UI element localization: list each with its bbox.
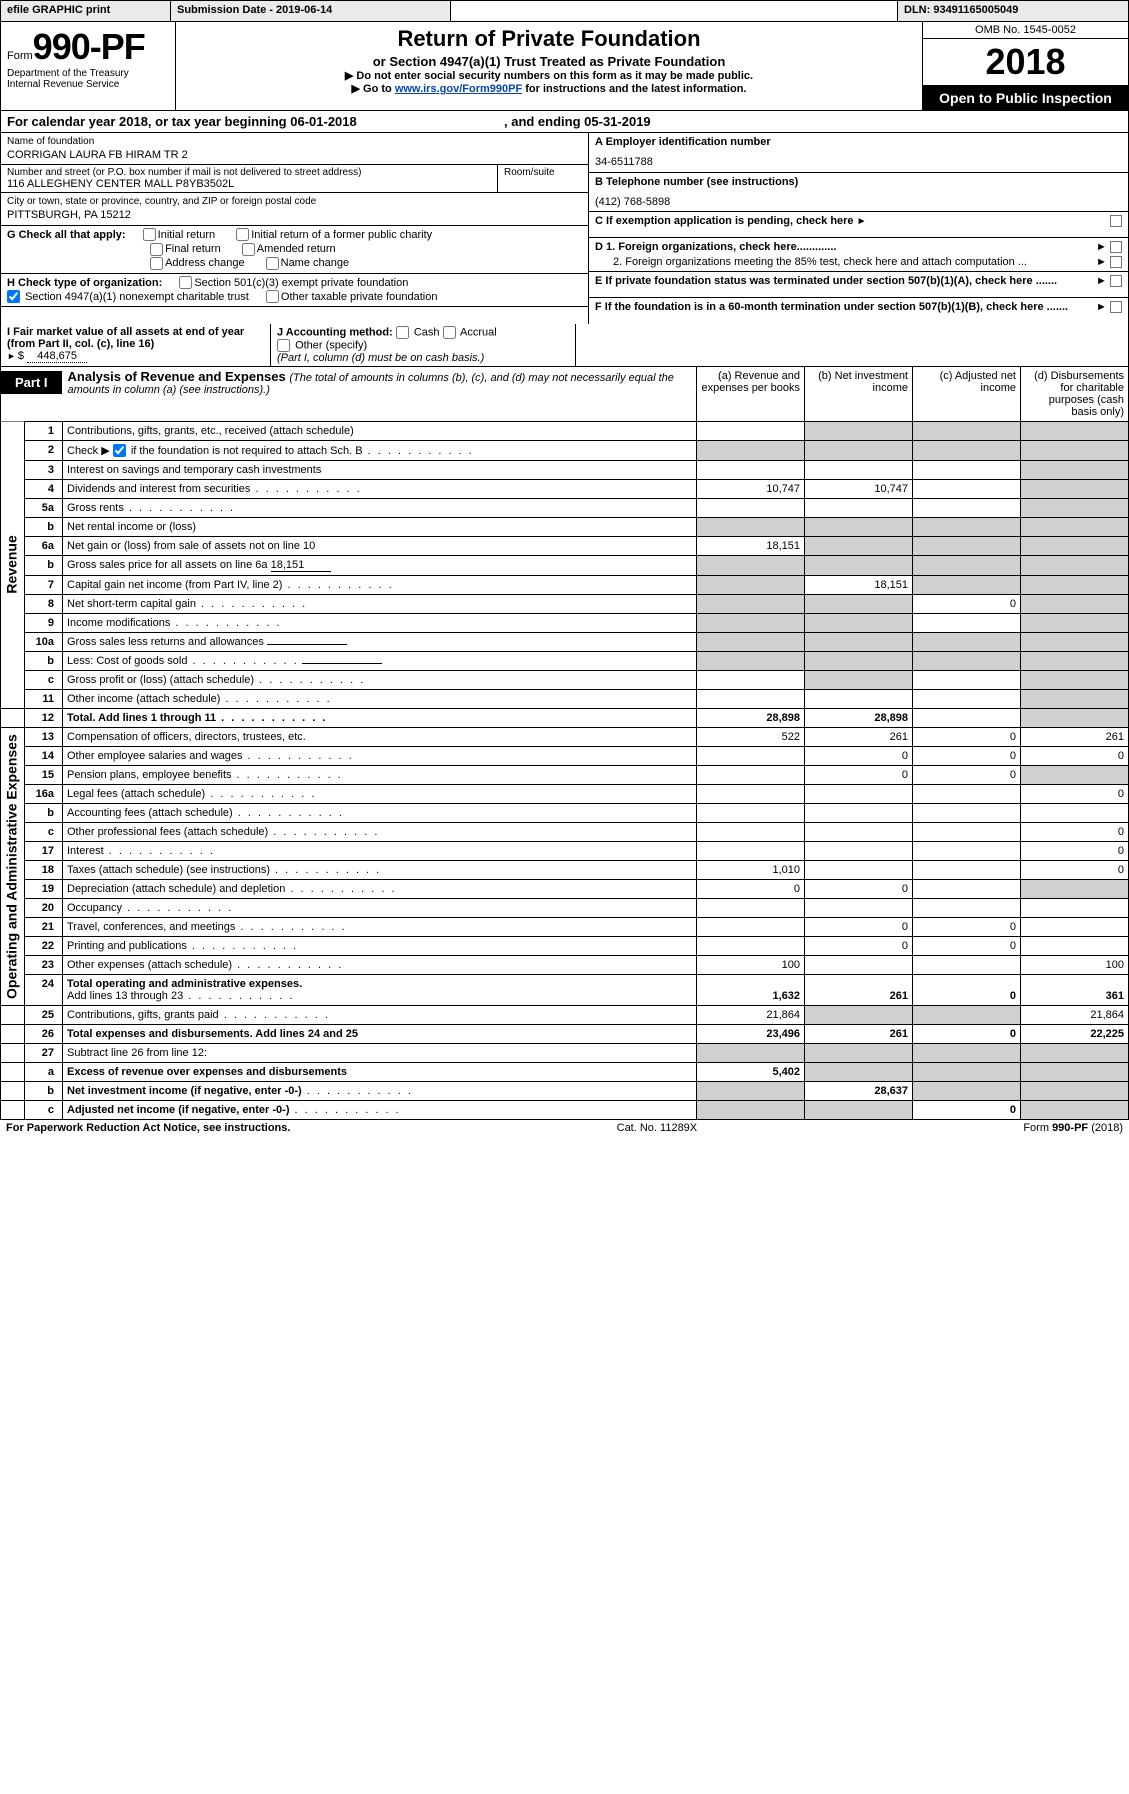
year-block: OMB No. 1545-0052 2018 Open to Public In…: [923, 22, 1128, 110]
form-title: Return of Private Foundation: [182, 26, 916, 52]
h-check-row: H Check type of organization: Section 50…: [1, 274, 588, 308]
e-terminated: E If private foundation status was termi…: [589, 272, 1128, 298]
fmv-accounting-row: I Fair market value of all assets at end…: [0, 324, 1129, 367]
d-foreign: D 1. Foreign organizations, check here..…: [589, 238, 1128, 272]
foundation-name-cell: Name of foundation CORRIGAN LAURA FB HIR…: [1, 133, 588, 165]
submission-date: Submission Date - 2019-06-14: [171, 1, 451, 21]
j-other[interactable]: [277, 339, 290, 352]
omb-number: OMB No. 1545-0052: [923, 22, 1128, 39]
col-c-header: (c) Adjusted net income: [913, 367, 1021, 422]
col-a-header: (a) Revenue and expenses per books: [697, 367, 805, 422]
h-4947a1[interactable]: [7, 290, 20, 303]
dln: DLN: 93491165005049: [898, 1, 1128, 21]
entity-info: Name of foundation CORRIGAN LAURA FB HIR…: [0, 133, 1129, 324]
j-accounting: J Accounting method: Cash Accrual Other …: [271, 324, 576, 366]
d2-checkbox[interactable]: [1110, 256, 1122, 268]
col-d-header: (d) Disbursements for charitable purpose…: [1021, 367, 1129, 422]
g-final[interactable]: [150, 243, 163, 256]
f-checkbox[interactable]: [1110, 301, 1122, 313]
f-60month: F If the foundation is in a 60-month ter…: [589, 298, 1128, 324]
page-footer: For Paperwork Reduction Act Notice, see …: [0, 1120, 1129, 1136]
g-initial-return[interactable]: [143, 228, 156, 241]
h-other-taxable[interactable]: [266, 290, 279, 303]
efile-label: efile GRAPHIC print: [1, 1, 171, 21]
g-amended[interactable]: [242, 243, 255, 256]
h-501c3[interactable]: [179, 276, 192, 289]
col-b-header: (b) Net investment income: [805, 367, 913, 422]
part1-table: Part I Analysis of Revenue and Expenses …: [0, 367, 1129, 1121]
revenue-side-label: Revenue: [1, 421, 25, 709]
c-exemption: C If exemption application is pending, c…: [589, 212, 1128, 238]
tax-year: 2018: [923, 39, 1128, 86]
part1-label: Part I: [1, 371, 62, 394]
open-to-public: Open to Public Inspection: [923, 86, 1128, 110]
calendar-year-line: For calendar year 2018, or tax year begi…: [0, 111, 1129, 133]
g-name-change[interactable]: [266, 257, 279, 270]
form-id-block: Form990-PF Department of the Treasury In…: [1, 22, 176, 110]
address-row: Number and street (or P.O. box number if…: [1, 165, 588, 193]
ein-cell: A Employer identification number 34-6511…: [589, 133, 1128, 173]
phone-cell: B Telephone number (see instructions) (4…: [589, 173, 1128, 213]
j-cash[interactable]: [396, 326, 409, 339]
instructions-link[interactable]: www.irs.gov/Form990PF: [395, 83, 522, 95]
e-checkbox[interactable]: [1110, 275, 1122, 287]
c-checkbox[interactable]: [1110, 215, 1122, 227]
g-check-row: G Check all that apply: Initial return I…: [1, 226, 588, 274]
form-header: Form990-PF Department of the Treasury In…: [0, 22, 1129, 111]
sch-b-checkbox[interactable]: [113, 444, 126, 457]
g-address-change[interactable]: [150, 257, 163, 270]
d1-checkbox[interactable]: [1110, 241, 1122, 253]
topbar: efile GRAPHIC print Submission Date - 20…: [0, 0, 1129, 22]
j-accrual[interactable]: [443, 326, 456, 339]
g-initial-former[interactable]: [236, 228, 249, 241]
i-fmv: I Fair market value of all assets at end…: [1, 324, 271, 366]
city-cell: City or town, state or province, country…: [1, 193, 588, 225]
opex-side-label: Operating and Administrative Expenses: [1, 728, 25, 1006]
form-title-block: Return of Private Foundation or Section …: [176, 22, 923, 110]
topbar-spacer: [451, 1, 898, 21]
